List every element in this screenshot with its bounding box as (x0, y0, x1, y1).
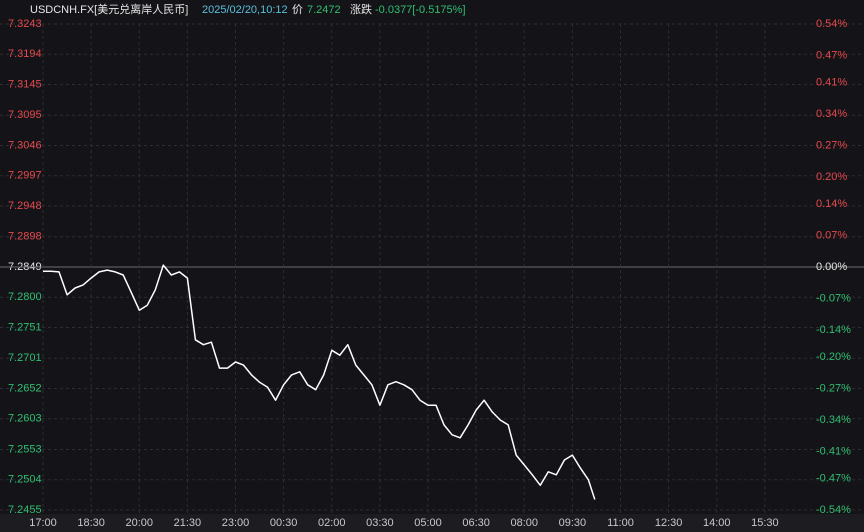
x-tick-label: 06:30 (462, 517, 490, 529)
y2-tick-label: 0.47% (816, 49, 847, 61)
x-tick-label: 11:00 (607, 517, 634, 529)
y2-tick-label: -0.20% (816, 351, 851, 363)
y-tick-label: 7.2652 (8, 382, 42, 394)
x-tick-label: 05:00 (414, 517, 442, 529)
y-tick-label: 7.2701 (8, 352, 42, 364)
y-tick-label: 7.2603 (8, 413, 42, 425)
y-tick-label: 7.2948 (8, 200, 42, 212)
x-tick-label: 09:30 (559, 517, 587, 529)
chart-title: USDCNH.FX[美元兑离岸人民币] (30, 2, 188, 16)
x-tick-label: 03:30 (366, 517, 394, 529)
x-tick-label: 23:00 (222, 517, 250, 529)
y2-tick-label: -0.27% (816, 382, 851, 394)
x-tick-label: 12:30 (655, 517, 683, 529)
y-tick-label: 7.2800 (8, 291, 42, 303)
x-tick-label: 18:30 (77, 517, 105, 529)
header-change-label: 涨跌 (350, 2, 372, 16)
y2-tick-label: 0.34% (816, 108, 847, 120)
y2-tick-label: -0.47% (816, 472, 851, 484)
x-tick-label: 00:30 (270, 517, 298, 529)
y-tick-label: 7.3145 (8, 78, 42, 90)
x-tick-label: 21:30 (174, 517, 202, 529)
x-tick-label: 15:30 (751, 517, 779, 529)
y-tick-label: 7.3194 (8, 48, 42, 60)
header-price-label: 价 (292, 3, 303, 16)
y2-tick-label: 0.07% (816, 229, 847, 241)
x-tick-label: 08:00 (510, 517, 538, 529)
x-tick-label: 17:00 (29, 517, 57, 529)
y2-tick-label: -0.34% (816, 414, 851, 426)
y2-tick-label: 0.14% (816, 198, 847, 210)
price-line (43, 264, 596, 500)
y2-tick-label: -0.41% (816, 445, 851, 457)
y2-tick-label: -0.14% (816, 324, 851, 336)
y-tick-label: 7.2751 (8, 321, 42, 333)
y-tick-label: 7.3095 (8, 109, 42, 121)
x-tick-label: 20:00 (125, 517, 153, 529)
y2-tick-label: 0.54% (816, 18, 847, 30)
y2-tick-label: 0.20% (816, 171, 847, 183)
y2-tick-label: -0.54% (816, 504, 851, 516)
y2-tick-label: -0.07% (816, 292, 851, 304)
y2-tick-label: 0.41% (816, 76, 847, 88)
x-tick-label: 02:00 (318, 517, 346, 529)
x-tick-label: 14:00 (703, 517, 731, 529)
header-price: 7.2472 (307, 4, 341, 16)
x-axis-strip (0, 514, 864, 532)
y-tick-label: 7.2455 (8, 504, 42, 516)
header-change: -0.0377[-0.5175%] (375, 4, 466, 16)
y-tick-label: 7.2553 (8, 443, 42, 455)
y2-tick-label: 0.00% (816, 261, 847, 273)
y-tick-label: 7.2997 (8, 170, 42, 182)
y2-tick-label: 0.27% (816, 139, 847, 151)
header-datetime: 2025/02/20,10:12 (202, 4, 288, 16)
y-tick-label: 7.2898 (8, 231, 42, 243)
y-tick-label: 7.2504 (8, 474, 42, 486)
y-tick-label: 7.3046 (8, 139, 42, 151)
y-tick-label: 7.3243 (8, 18, 42, 30)
